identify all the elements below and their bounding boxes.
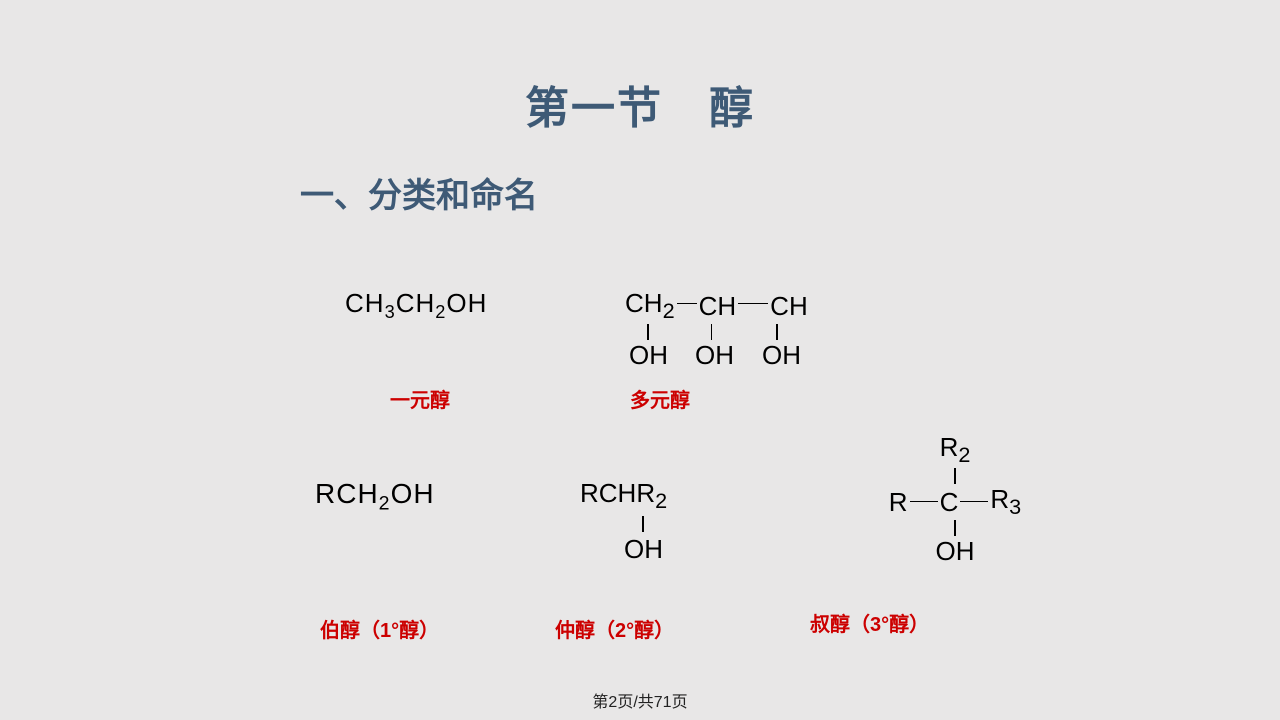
bond-line (776, 324, 778, 340)
bond-line (960, 501, 988, 503)
secondary-label: 仲醇（2°醇） (555, 614, 674, 643)
bond-line (642, 516, 644, 532)
bond-line (711, 324, 713, 340)
glycerol-label: 多元醇 (630, 384, 690, 413)
glycerol-c3: CH (770, 291, 808, 322)
bond-line (647, 324, 649, 340)
glycerol-c1: CH2 (625, 288, 675, 324)
bond-line (954, 520, 956, 536)
glycerol-oh-row: OH OH OH (625, 340, 808, 371)
tertiary-c: C (940, 489, 959, 515)
tertiary-r: R (889, 489, 908, 515)
glycerol-oh3: OH (762, 340, 801, 371)
glycerol-oh1: OH (629, 340, 668, 371)
glycerol-oh2: OH (695, 340, 734, 371)
secondary-oh: OH (624, 534, 667, 565)
page-title: 第一节 醇 (0, 72, 1280, 136)
bond-line (954, 468, 956, 484)
tertiary-mid-row: R C R3 (870, 486, 1040, 518)
section-subtitle: 一、分类和命名 (300, 168, 538, 217)
tertiary-structure: R2 R C R3 OH (870, 434, 1040, 564)
secondary-structure: RCHR2 OH (580, 478, 667, 565)
primary-formula: RCH2OH (315, 478, 435, 510)
glycerol-top-row: CH2 CH CH (625, 288, 808, 324)
bond-line (677, 303, 697, 305)
tertiary-r2: R2 (870, 434, 1040, 466)
tertiary-r3: R3 (990, 486, 1021, 518)
glycerol-structure: CH2 CH CH OH OH OH (625, 288, 808, 371)
secondary-top: RCHR2 (580, 478, 667, 514)
page-number: 第2页/共71页 (0, 688, 1280, 712)
tertiary-label: 叔醇（3°醇） (810, 608, 929, 637)
tertiary-oh: OH (870, 538, 1040, 564)
glycerol-vertical-bonds (625, 324, 808, 340)
glycerol-c2: CH (699, 291, 737, 322)
ethanol-formula: CH3CH2OH (345, 288, 487, 319)
ethanol-label: 一元醇 (390, 384, 450, 413)
primary-label: 伯醇（1°醇） (320, 614, 439, 643)
bond-line (738, 303, 768, 305)
bond-line (910, 501, 938, 503)
